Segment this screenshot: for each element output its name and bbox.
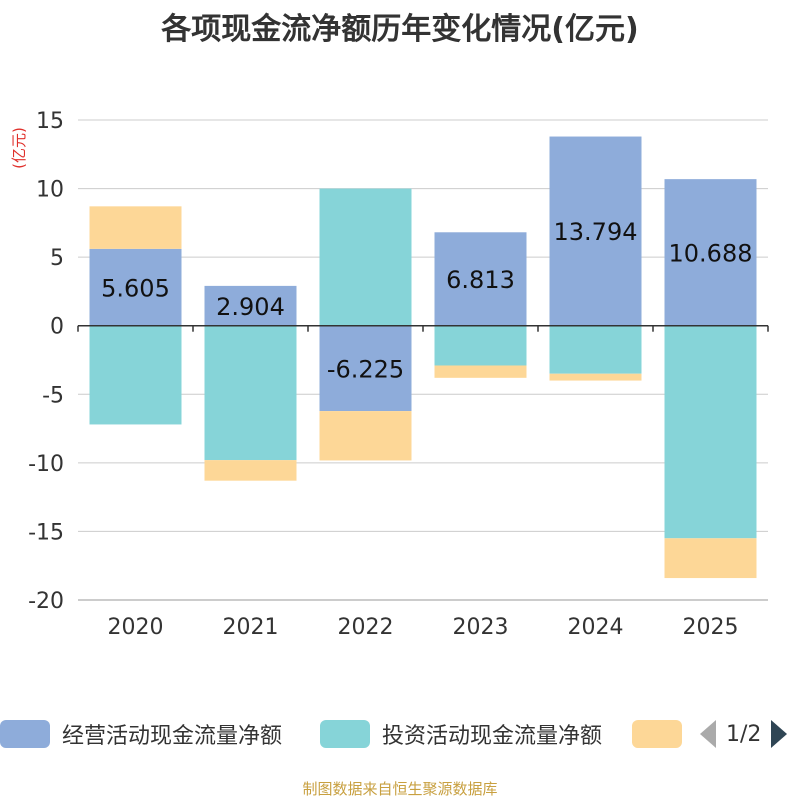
legend-label-operating: 经营活动现金流量净额 — [62, 724, 283, 749]
bar-investing — [434, 325, 527, 366]
source-note: 制图数据来自恒生聚源数据库 — [302, 780, 498, 798]
bar-investing — [664, 325, 757, 539]
y-tick-label: -5 — [42, 383, 64, 408]
y-tick-label: 0 — [50, 315, 64, 340]
bar-financing — [434, 365, 527, 378]
x-tick-label: 2023 — [453, 615, 509, 640]
y-tick-label: 10 — [36, 178, 64, 203]
legend-pager: 1/2 — [700, 716, 788, 752]
bar-investing — [204, 325, 297, 461]
bar-financing — [549, 373, 642, 381]
legend-page-indicator: 1/2 — [726, 721, 762, 747]
bar-operating — [434, 232, 527, 326]
legend-item-financing[interactable] — [632, 716, 682, 752]
bar-operating — [319, 325, 412, 412]
x-tick-label: 2022 — [338, 615, 394, 640]
chart-title: 各项现金流净额历年变化情况(亿元) — [161, 12, 639, 47]
bar-financing — [664, 538, 757, 579]
data-label: 5.605 — [101, 274, 170, 302]
legend-label-investing: 投资活动现金流量净额 — [382, 724, 603, 749]
bars — [89, 136, 757, 579]
legend-item-investing[interactable]: 投资活动现金流量净额 — [320, 716, 602, 752]
legend-swatch-financing — [632, 720, 682, 748]
y-tick-label: 15 — [36, 109, 64, 134]
x-tick-label: 2021 — [223, 615, 279, 640]
x-tick-label: 2020 — [108, 615, 164, 640]
bar-operating — [549, 136, 642, 326]
bar-financing — [204, 460, 297, 481]
data-labels: 5.605 2.904 -6.225 6.813 13.794 10.688 — [101, 218, 752, 383]
legend-prev-icon[interactable] — [700, 720, 716, 748]
y-tick-label: -15 — [28, 520, 64, 545]
bar-operating — [204, 285, 297, 326]
y-tick-label: 5 — [50, 246, 64, 271]
bar-investing — [89, 325, 182, 425]
bar-financing — [89, 206, 182, 249]
x-tick-label: 2025 — [683, 615, 739, 640]
legend-item-operating[interactable]: 经营活动现金流量净额 — [0, 716, 282, 752]
legend-next-icon[interactable] — [771, 720, 788, 748]
bar-operating — [89, 248, 182, 326]
bar-investing — [549, 325, 642, 374]
y-axis-unit: (亿元) — [10, 127, 28, 169]
y-tick-label: -10 — [28, 452, 64, 477]
bar-investing — [319, 188, 412, 326]
x-tick-label: 2024 — [568, 615, 624, 640]
data-label: 6.813 — [446, 266, 515, 294]
data-label: 2.904 — [216, 293, 285, 321]
axes: 15 10 5 0 -5 -10 -15 -20 2020 2021 2022 2023 2024 202… — [28, 109, 769, 640]
legend-swatch-investing — [320, 720, 370, 748]
bar-operating — [664, 179, 757, 326]
data-label: 13.794 — [554, 218, 638, 246]
legend: 经营活动现金流量净额 投资活动现金流量净额 1/2 — [0, 712, 800, 756]
y-tick-label: -20 — [28, 589, 64, 614]
data-label: 10.688 — [669, 239, 753, 267]
bar-financing — [319, 411, 412, 461]
legend-swatch-operating — [0, 720, 50, 748]
data-label: -6.225 — [327, 355, 404, 383]
